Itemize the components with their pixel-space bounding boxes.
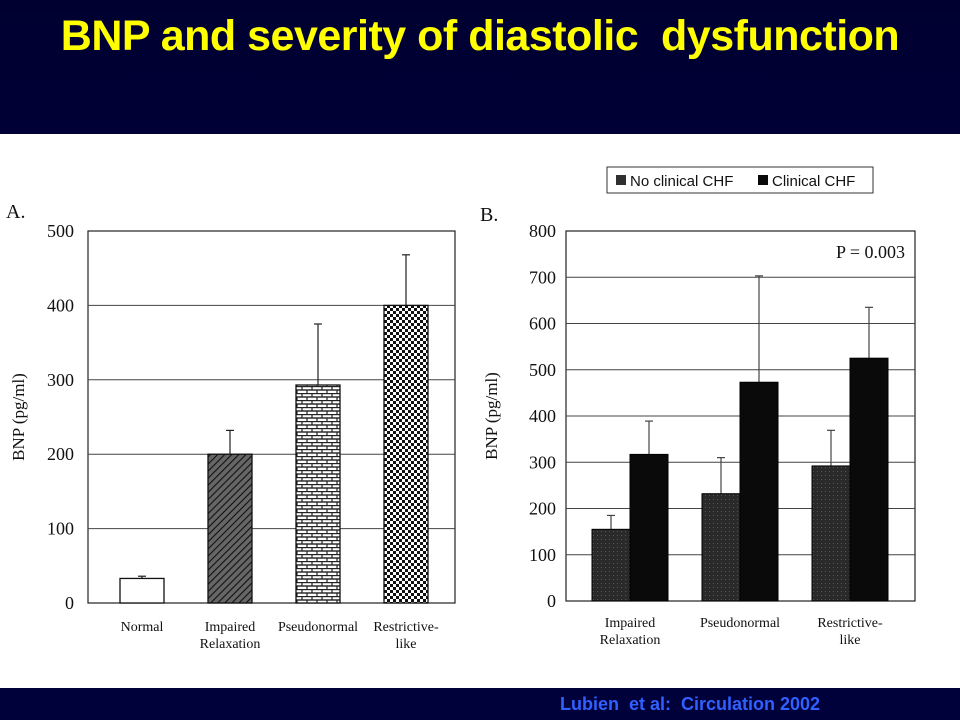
- category-label-a: Relaxation: [200, 637, 261, 652]
- bar-a: [207, 453, 253, 604]
- bar-a: [383, 304, 429, 604]
- slide-title: BNP and severity of diastolic dysfunctio…: [60, 12, 900, 60]
- panel-label-b: B.: [480, 204, 498, 226]
- category-label-a: like: [396, 637, 417, 652]
- y-tick-label-a: 500: [47, 221, 74, 241]
- bar-a: [119, 577, 165, 604]
- bar-b: [811, 465, 851, 602]
- citation: Lubien et al: Circulation 2002: [560, 694, 821, 714]
- y-tick-label-a: 400: [47, 295, 74, 315]
- bar-b: [739, 381, 779, 602]
- category-label-b: Restrictive-: [817, 616, 883, 631]
- category-label-b: like: [840, 633, 861, 648]
- y-tick-label-b: 600: [529, 314, 556, 334]
- y-axis-label-b: BNP (pg/ml): [482, 372, 501, 460]
- legend-label: Clinical CHF: [772, 173, 855, 190]
- bar-b: [629, 453, 669, 602]
- y-tick-label-b: 700: [529, 267, 556, 287]
- legend-swatch: [616, 175, 626, 185]
- category-label-b: Pseudonormal: [700, 616, 780, 631]
- chart-a: 0 100 200 300 400 500 BNP (pg/ml) A. Normal Impai…: [6, 201, 456, 652]
- y-tick-label-a: 100: [47, 519, 74, 539]
- category-label-b: Impaired: [605, 616, 656, 631]
- figure-svg: 0 100 200 300 400 500 BNP (pg/ml) A. Normal Impai…: [6, 166, 916, 652]
- plot-frame-a: [87, 230, 456, 604]
- bar-b: [849, 357, 889, 602]
- y-axis-label-a: BNP (pg/ml): [9, 373, 28, 461]
- legend-box: [606, 166, 874, 194]
- category-label-a: Normal: [121, 620, 164, 635]
- y-tick-label-b: 300: [529, 452, 556, 472]
- y-tick-label-b: 800: [529, 221, 556, 241]
- category-label-a: Impaired: [205, 620, 256, 635]
- bar-b: [591, 528, 631, 602]
- category-label-a: Restrictive-: [373, 620, 439, 635]
- bar-b: [701, 493, 741, 602]
- y-tick-label-b: 200: [529, 499, 556, 519]
- y-tick-label-a: 0: [65, 593, 74, 613]
- y-tick-label-a: 200: [47, 444, 74, 464]
- category-label-b: Relaxation: [600, 633, 661, 648]
- panel-label-a: A.: [6, 201, 25, 223]
- figure-panel: 0 100 200 300 400 500 BNP (pg/ml) A. Normal Impai…: [0, 134, 960, 688]
- chart-b: 0 100 200 300 400 500 600 700 800 BNP (pg/ml) B. P …: [480, 166, 916, 648]
- y-tick-label-b: 0: [547, 591, 556, 611]
- y-tick-label-b: 500: [529, 360, 556, 380]
- y-tick-label-b: 400: [529, 406, 556, 426]
- p-value-annotation: P = 0.003: [836, 242, 905, 262]
- y-tick-label-a: 300: [47, 370, 74, 390]
- legend-label: No clinical CHF: [630, 173, 733, 190]
- y-tick-label-b: 100: [529, 545, 556, 565]
- bar-a: [295, 384, 341, 604]
- legend-swatch: [758, 175, 768, 185]
- category-label-a: Pseudonormal: [278, 620, 358, 635]
- legend-b: No clinical CHF Clinical CHF: [606, 166, 874, 194]
